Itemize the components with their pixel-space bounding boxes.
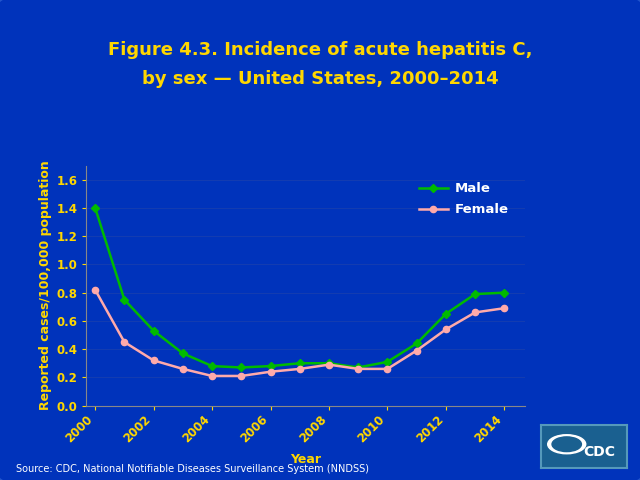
Text: by sex — United States, 2000–2014: by sex — United States, 2000–2014 (141, 70, 499, 88)
Text: Source: CDC, National Notifiable Diseases Surveillance System (NNDSS): Source: CDC, National Notifiable Disease… (16, 465, 369, 474)
Female (92, 287, 99, 293)
Female (413, 348, 420, 353)
Line: Female: Female (92, 287, 508, 379)
Male (92, 205, 99, 211)
Female (383, 366, 391, 372)
Male (150, 328, 157, 334)
Male (413, 341, 420, 347)
Text: CDC: CDC (584, 444, 616, 458)
Male (267, 363, 275, 369)
Text: Figure 4.3. Incidence of acute hepatitis C,: Figure 4.3. Incidence of acute hepatitis… (108, 41, 532, 60)
Female (237, 373, 245, 379)
Male (179, 350, 187, 356)
Y-axis label: Reported cases/100,000 population: Reported cases/100,000 population (39, 161, 52, 410)
X-axis label: Year: Year (290, 453, 321, 466)
Female (325, 362, 333, 368)
Circle shape (552, 437, 581, 452)
Male (471, 291, 479, 297)
Male (237, 365, 245, 371)
Female (208, 373, 216, 379)
FancyBboxPatch shape (538, 423, 630, 469)
Female (471, 310, 479, 315)
Female (267, 369, 275, 374)
Male (355, 365, 362, 371)
Female (500, 305, 508, 311)
Legend: Male, Female: Male, Female (413, 177, 514, 221)
Female (442, 326, 450, 332)
Male (120, 297, 128, 302)
Male (325, 360, 333, 366)
Male (296, 360, 303, 366)
Female (179, 366, 187, 372)
Male (442, 311, 450, 317)
Male (383, 359, 391, 365)
Female (150, 358, 157, 363)
Female (296, 366, 303, 372)
Female (120, 339, 128, 345)
Line: Male: Male (92, 205, 508, 371)
Male (208, 363, 216, 369)
Circle shape (548, 435, 586, 454)
Male (500, 290, 508, 296)
Female (355, 366, 362, 372)
